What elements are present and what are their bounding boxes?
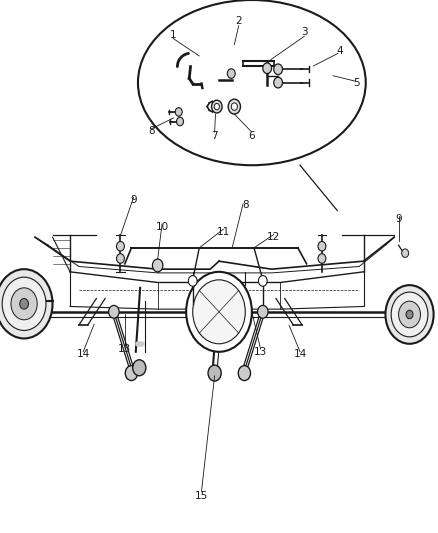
Circle shape bbox=[238, 366, 251, 381]
Ellipse shape bbox=[138, 0, 366, 165]
Circle shape bbox=[274, 77, 283, 88]
Circle shape bbox=[385, 285, 434, 344]
Circle shape bbox=[175, 108, 182, 116]
Circle shape bbox=[125, 366, 138, 381]
Text: 2: 2 bbox=[235, 17, 242, 26]
Circle shape bbox=[208, 365, 221, 381]
Text: 13: 13 bbox=[254, 347, 267, 357]
Circle shape bbox=[402, 249, 409, 257]
Circle shape bbox=[212, 100, 222, 113]
Text: 13: 13 bbox=[118, 344, 131, 354]
Circle shape bbox=[318, 254, 326, 263]
Circle shape bbox=[193, 280, 245, 344]
Text: 5: 5 bbox=[353, 78, 360, 87]
Text: 14: 14 bbox=[293, 350, 307, 359]
Circle shape bbox=[231, 103, 237, 110]
Circle shape bbox=[188, 276, 197, 286]
Circle shape bbox=[20, 298, 28, 309]
Circle shape bbox=[274, 64, 283, 75]
Circle shape bbox=[258, 305, 268, 318]
Text: 7: 7 bbox=[211, 131, 218, 141]
Text: 1: 1 bbox=[170, 30, 177, 39]
Circle shape bbox=[391, 292, 428, 337]
Text: 10: 10 bbox=[155, 222, 169, 231]
Text: 4: 4 bbox=[336, 46, 343, 55]
Circle shape bbox=[117, 254, 124, 263]
Text: 6: 6 bbox=[248, 131, 255, 141]
Circle shape bbox=[2, 277, 46, 330]
Circle shape bbox=[186, 272, 252, 352]
Text: 12: 12 bbox=[267, 232, 280, 242]
Circle shape bbox=[152, 259, 163, 272]
Circle shape bbox=[117, 241, 124, 251]
Circle shape bbox=[228, 99, 240, 114]
Text: 9: 9 bbox=[130, 195, 137, 205]
Circle shape bbox=[318, 241, 326, 251]
Text: 11: 11 bbox=[217, 227, 230, 237]
Circle shape bbox=[399, 301, 420, 328]
Text: 14: 14 bbox=[77, 350, 90, 359]
Circle shape bbox=[263, 63, 272, 74]
Circle shape bbox=[109, 305, 119, 318]
Circle shape bbox=[133, 360, 146, 376]
Circle shape bbox=[177, 117, 184, 126]
Text: 9: 9 bbox=[395, 214, 402, 223]
Text: 8: 8 bbox=[148, 126, 155, 135]
Circle shape bbox=[0, 269, 53, 338]
Circle shape bbox=[227, 69, 235, 78]
Text: 3: 3 bbox=[301, 27, 308, 37]
Circle shape bbox=[214, 103, 219, 110]
Circle shape bbox=[406, 310, 413, 319]
Text: 15: 15 bbox=[195, 491, 208, 500]
Circle shape bbox=[11, 288, 37, 320]
Circle shape bbox=[258, 276, 267, 286]
Text: 8: 8 bbox=[242, 200, 249, 210]
